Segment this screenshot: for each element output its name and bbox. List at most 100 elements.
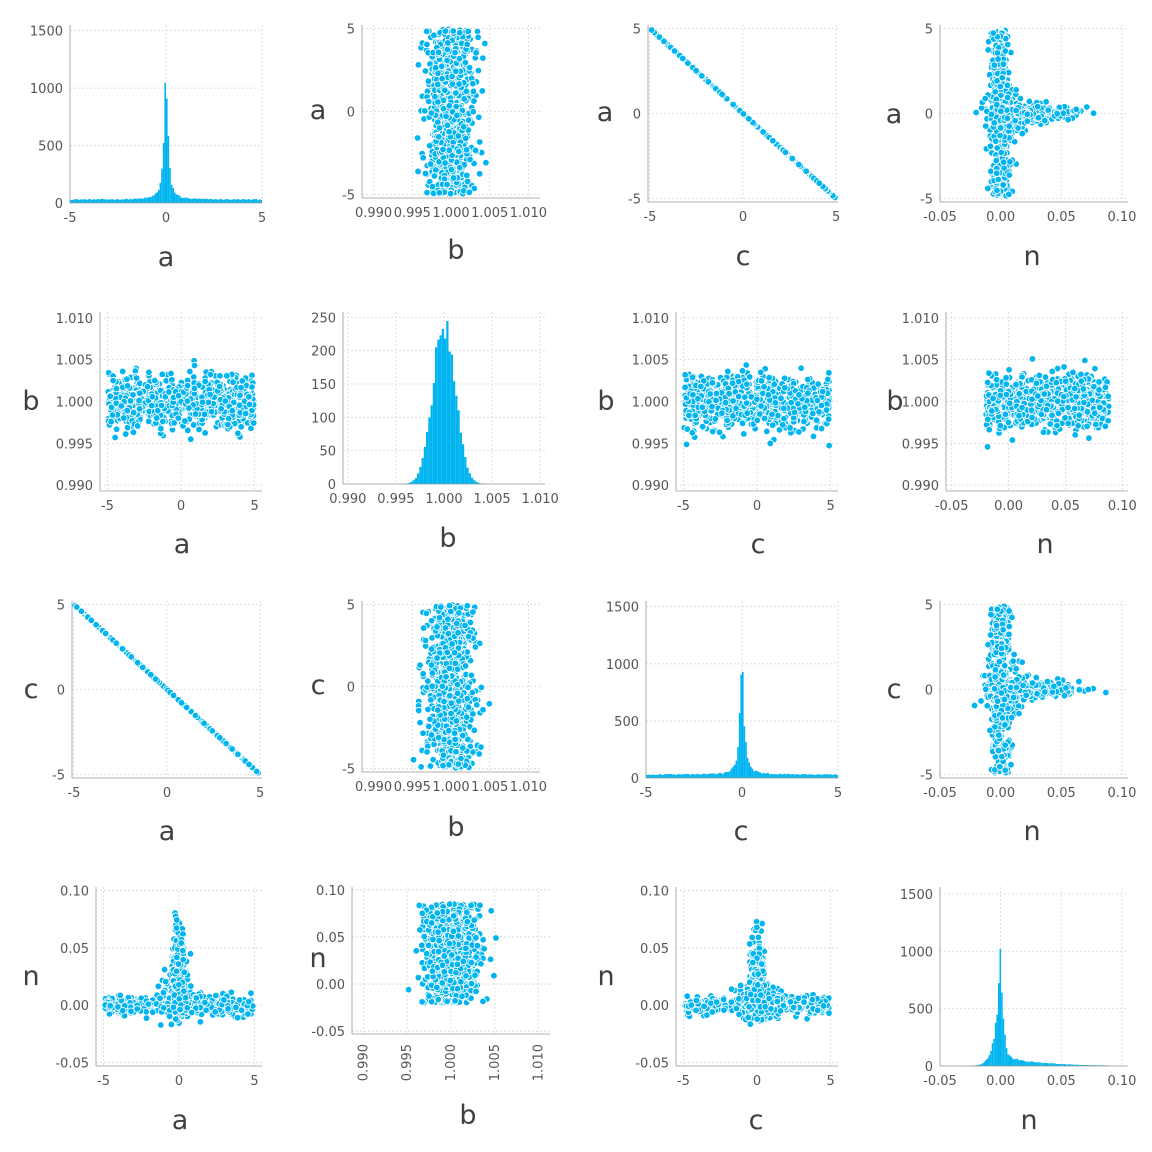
hist-bar [97,198,99,203]
y-tick-label: 1.010 [632,312,669,327]
scatter-point [681,383,689,391]
scatter-point [123,382,132,390]
hist-bar [111,199,114,203]
hist-bar [135,198,138,203]
hist-bar [417,473,420,484]
scatter-point [768,410,776,419]
x-tick-label: 0 [739,210,747,225]
scatter-point [698,72,706,80]
scatter-point [997,124,1005,132]
scatter-point [462,146,471,154]
scatter-point [158,370,166,378]
hist-bar [223,199,226,203]
hist-bar [215,199,218,203]
hist-bar [170,184,173,203]
scatter-point [437,62,446,70]
scatter-point [148,392,157,401]
scatter-point [1023,117,1031,125]
hist-bar [166,98,168,203]
x-axis-label: b [447,235,464,266]
scatter-point [107,418,115,426]
hist-bar [81,199,83,203]
scatter-point [764,391,773,399]
scatter-point [681,371,689,379]
scatter-point [431,92,439,101]
scatter-point [148,401,156,410]
y-tick-label: 5 [347,22,355,37]
scatter-point [993,169,1001,177]
scatter-point [781,384,789,392]
scatter-point [777,394,785,403]
y-tick-label: 1.010 [56,312,93,327]
scatter-point [111,433,119,442]
scatter-point [729,397,737,405]
scatter-point [441,27,450,35]
hist-bar [127,199,130,203]
scatter-point [725,389,733,398]
scatter-point [447,165,456,174]
scatter-point [152,414,161,422]
scatter-point [738,419,747,427]
scatter-point [455,80,463,88]
scatter-point [446,189,455,198]
scatter-point [825,441,833,450]
x-axis-label: a [174,529,191,560]
hist-bar [450,354,453,484]
scatter-point [1014,124,1022,132]
scatter-point [804,389,812,397]
hist-bar [185,197,187,203]
scatter-point [108,411,117,419]
scatter-point [708,427,717,436]
hist-bar [119,199,122,203]
scatter-point [463,171,471,180]
hist-bar [118,199,120,203]
scatter-point [1023,110,1031,118]
scatter-point [734,392,743,401]
hist-bar [244,199,246,203]
scatter-point [815,408,823,416]
hist-bar [441,329,444,484]
scatter-point [443,56,451,65]
scatter-point [471,146,480,154]
scatter-point [987,110,996,119]
x-tick-label: 0.05 [1047,210,1076,225]
hist-bar [242,199,245,203]
scatter-point [1044,106,1052,114]
scatter-point [476,138,484,146]
hist-bar [84,199,86,203]
scatter-point [753,395,761,403]
scatter-point [181,417,189,425]
scatter-point [981,94,989,103]
hist-bar [234,199,237,203]
scatter-point [435,124,444,132]
scatter-point [723,416,731,425]
scatter-point [439,145,447,154]
y-tick-label: 1000 [30,82,63,97]
scatter-point [143,382,152,391]
x-tick-label: 0.995 [394,206,431,221]
scatter-point [813,396,822,405]
hist-bar [116,198,118,203]
hist-bar [199,198,202,203]
hist-bar [161,168,163,203]
scatter-point [756,410,764,418]
hist-bar [207,199,210,203]
hist-bar [86,199,88,203]
scatter-point [427,109,436,117]
x-tick-label: 1.005 [473,492,510,507]
scatter-point [1005,366,1013,374]
scatter-point [729,100,737,109]
hist-bar [188,198,190,203]
scatter-point [470,97,478,105]
x-tick-label: 1.005 [471,206,508,221]
scatter-point [430,31,438,39]
scatter-point [421,67,430,75]
hist-bar [217,199,219,203]
scatter-point [228,406,237,415]
x-tick-label: 5 [258,211,266,226]
scatter-point [456,29,464,37]
scatter-point [236,391,244,399]
hist-bar [126,198,128,203]
scatter-point [455,54,464,63]
scatter-point [711,415,720,423]
